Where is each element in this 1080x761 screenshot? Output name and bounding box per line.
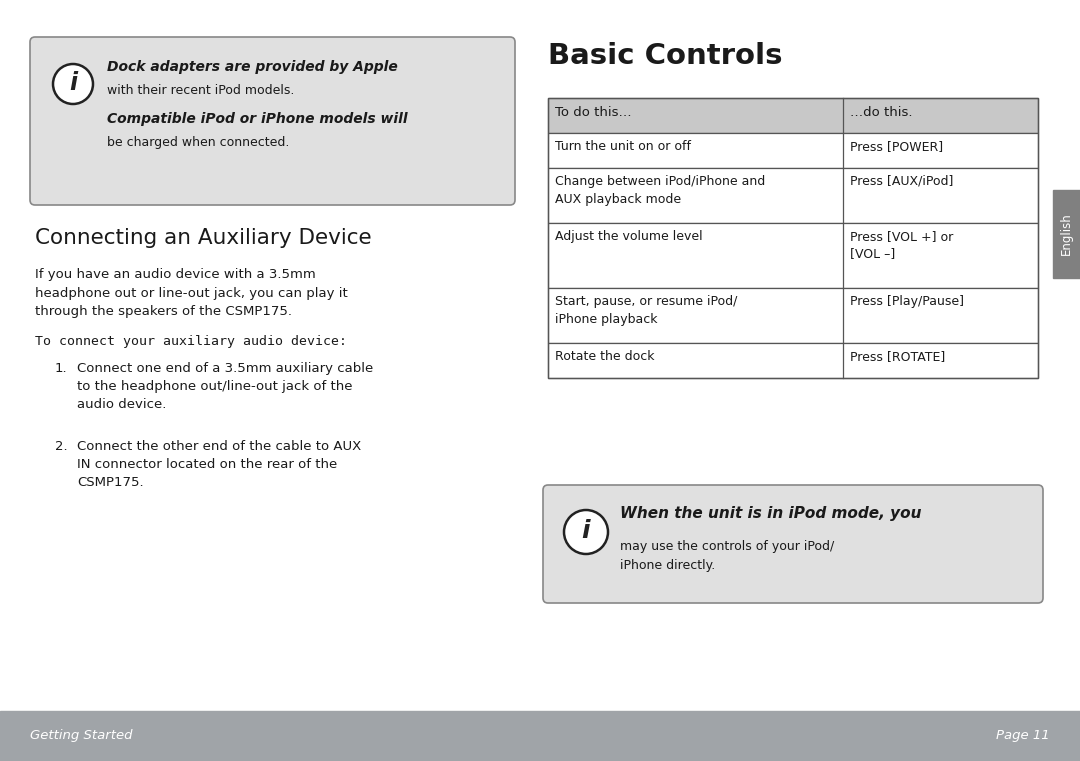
Bar bbox=[548, 133, 1038, 168]
Circle shape bbox=[564, 510, 608, 554]
Text: Turn the unit on or off: Turn the unit on or off bbox=[555, 140, 691, 153]
Text: Connecting an Auxiliary Device: Connecting an Auxiliary Device bbox=[35, 228, 372, 248]
Text: Adjust the volume level: Adjust the volume level bbox=[555, 230, 703, 243]
Text: If you have an audio device with a 3.5mm
headphone out or line-out jack, you can: If you have an audio device with a 3.5mm… bbox=[35, 268, 348, 318]
Text: Change between iPod/iPhone and
AUX playback mode: Change between iPod/iPhone and AUX playb… bbox=[555, 175, 766, 205]
Bar bbox=[548, 168, 1038, 223]
FancyBboxPatch shape bbox=[30, 37, 515, 205]
Text: i: i bbox=[582, 519, 591, 543]
Bar bbox=[548, 288, 1038, 343]
Text: Getting Started: Getting Started bbox=[30, 730, 133, 743]
Text: Basic Controls: Basic Controls bbox=[548, 42, 783, 70]
Bar bbox=[548, 98, 1038, 378]
Text: Press [Play/Pause]: Press [Play/Pause] bbox=[850, 295, 964, 308]
Text: When the unit is in iPod mode, you: When the unit is in iPod mode, you bbox=[620, 506, 921, 521]
Text: Press [POWER]: Press [POWER] bbox=[850, 140, 943, 153]
FancyBboxPatch shape bbox=[543, 485, 1043, 603]
Text: …do this.: …do this. bbox=[850, 106, 913, 119]
Text: with their recent iPod models.: with their recent iPod models. bbox=[107, 84, 295, 97]
Bar bbox=[1053, 190, 1080, 278]
Bar bbox=[0, 711, 1080, 761]
Text: Press [VOL +] or
[VOL –]: Press [VOL +] or [VOL –] bbox=[850, 230, 954, 260]
Text: Connect one end of a 3.5mm auxiliary cable
to the headphone out/line-out jack of: Connect one end of a 3.5mm auxiliary cab… bbox=[77, 362, 374, 411]
Text: To do this…: To do this… bbox=[555, 106, 632, 119]
Text: Dock adapters are provided by Apple: Dock adapters are provided by Apple bbox=[107, 60, 397, 74]
Bar bbox=[548, 98, 1038, 133]
Circle shape bbox=[53, 64, 93, 104]
Text: may use the controls of your iPod/
iPhone directly.: may use the controls of your iPod/ iPhon… bbox=[620, 540, 834, 572]
Text: Compatible iPod or iPhone models will: Compatible iPod or iPhone models will bbox=[107, 112, 407, 126]
Text: i: i bbox=[69, 71, 77, 95]
Bar bbox=[548, 343, 1038, 378]
Text: To connect your auxiliary audio device:: To connect your auxiliary audio device: bbox=[35, 335, 347, 348]
Text: Page 11: Page 11 bbox=[997, 730, 1050, 743]
Text: English: English bbox=[1059, 212, 1074, 256]
Text: Rotate the dock: Rotate the dock bbox=[555, 350, 654, 363]
Text: 1.: 1. bbox=[55, 362, 68, 375]
Text: Press [ROTATE]: Press [ROTATE] bbox=[850, 350, 945, 363]
Text: Start, pause, or resume iPod/
iPhone playback: Start, pause, or resume iPod/ iPhone pla… bbox=[555, 295, 738, 326]
Bar bbox=[548, 223, 1038, 288]
Text: Press [AUX/iPod]: Press [AUX/iPod] bbox=[850, 175, 954, 188]
Text: 2.: 2. bbox=[55, 440, 68, 453]
Text: Connect the other end of the cable to AUX
IN connector located on the rear of th: Connect the other end of the cable to AU… bbox=[77, 440, 361, 489]
Text: be charged when connected.: be charged when connected. bbox=[107, 136, 289, 149]
